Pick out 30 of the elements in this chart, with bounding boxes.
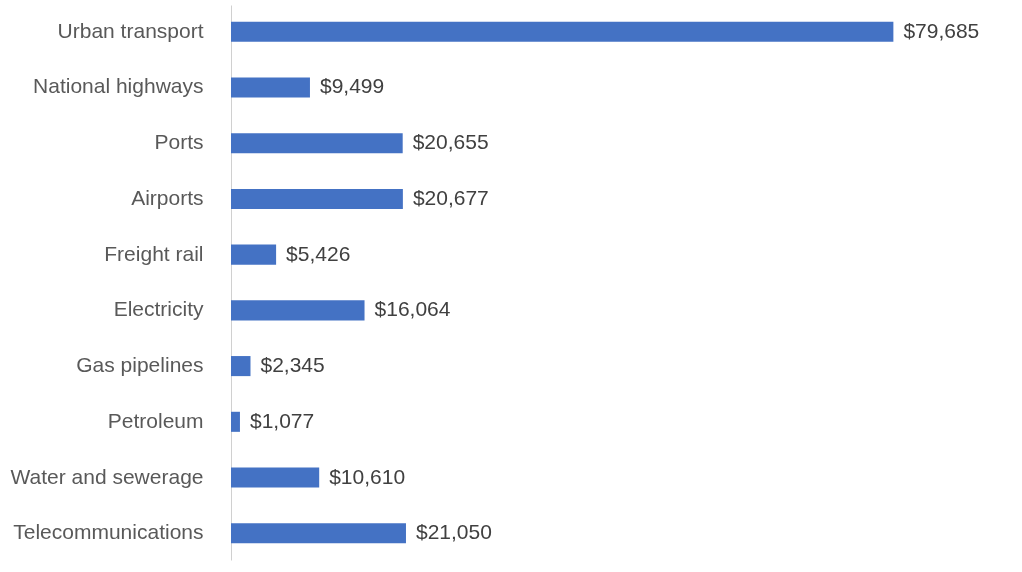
data-label: $16,064 [374,297,451,321]
y-tick-label: Water and sewerage [10,464,204,488]
bar [231,244,277,265]
bar [231,467,320,488]
data-label: $79,685 [903,18,980,42]
data-label: $2,345 [260,353,325,377]
bar [231,356,251,377]
y-tick-label: Airports [131,185,204,209]
data-label: $9,499 [319,74,385,98]
bar [231,21,894,42]
y-tick-label: Petroleum [107,408,204,432]
bar [231,523,406,544]
y-tick-label: Gas pipelines [76,353,204,377]
y-tick-label: National highways [33,74,204,98]
y-tick-label: Electricity [113,297,204,321]
y-tick-label: Freight rail [104,241,204,265]
bar [231,77,310,98]
y-tick-label: Ports [154,130,204,154]
data-label: $20,677 [412,185,489,209]
y-tick-label: Urban transport [57,18,204,42]
bar [231,188,403,209]
bar [231,411,240,432]
y-tick-label: Telecommunications [13,520,204,544]
data-label: $10,610 [329,464,406,488]
bar [231,133,403,154]
data-label: $21,050 [415,520,492,544]
data-label: $5,426 [286,241,351,265]
data-label: $20,655 [412,130,489,154]
bar [231,300,365,321]
data-label: $1,077 [249,408,315,432]
